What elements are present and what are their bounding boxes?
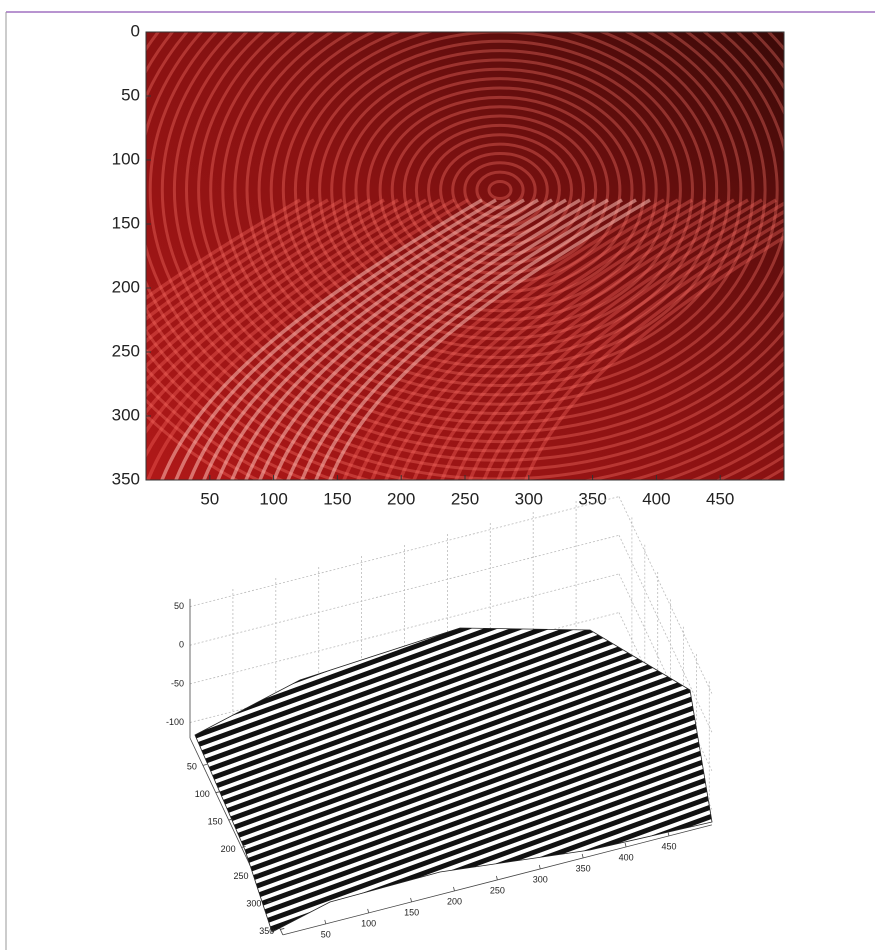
x-tick-label: 100 [361, 918, 376, 928]
y-tick-label: 50 [187, 762, 197, 772]
y-tick-label: 200 [112, 277, 140, 296]
z-tick-label: 50 [174, 601, 184, 611]
x-tick [625, 843, 626, 847]
y-tick-label: 200 [221, 844, 236, 854]
x-tick-label: 200 [387, 489, 415, 508]
y-tick-label: 350 [112, 469, 140, 488]
y-tick [280, 928, 284, 929]
y-tick-label: 150 [112, 213, 140, 232]
y-tick-label: 250 [233, 871, 248, 881]
x-tick-label: 450 [706, 489, 734, 508]
x-tick [453, 887, 454, 891]
y-tick-label: 50 [121, 85, 140, 104]
z-tick-label: -50 [171, 678, 184, 688]
x-tick [496, 876, 497, 880]
x-tick-label: 450 [661, 841, 676, 851]
x-tick-label: 50 [200, 489, 219, 508]
x-tick-label: 150 [323, 489, 351, 508]
x-tick [368, 909, 369, 913]
x-tick-label: 250 [451, 489, 479, 508]
x-tick [325, 920, 326, 924]
x-tick [582, 854, 583, 858]
y-tick-label: 350 [259, 926, 274, 936]
y-tick-label: 150 [208, 816, 223, 826]
z-tick-label: -100 [166, 717, 184, 727]
x-tick-label: 300 [515, 489, 543, 508]
x-tick-label: 350 [576, 863, 591, 873]
z-tick-label: 0 [179, 640, 184, 650]
x-tick [411, 898, 412, 902]
x-tick-label: 400 [619, 852, 634, 862]
x-tick-label: 100 [259, 489, 287, 508]
x-tick [539, 865, 540, 869]
figure: 0 50 100 150 200 250 300 350 50 100 150 200 250 300 35… [0, 0, 875, 950]
x-tick-label: 200 [447, 896, 462, 906]
y-tick-label: 250 [112, 341, 140, 360]
fingerprint-surface [195, 628, 712, 932]
x-tick-label: 150 [404, 907, 419, 917]
y-tick-label: 300 [246, 898, 261, 908]
y-tick-label: 100 [112, 149, 140, 168]
surface-panel: -100 -50 0 50 50 100 150 200 250 300 350 50 100 150 20… [166, 497, 712, 940]
y-tick [203, 764, 207, 765]
x-tick [668, 832, 669, 836]
y-tick [216, 792, 220, 793]
y-tick-label: 300 [112, 405, 140, 424]
x-tick-label: 300 [533, 874, 548, 884]
x-tick-label: 400 [642, 489, 670, 508]
y-tick-label: 100 [195, 789, 210, 799]
x-tick-label: 50 [321, 929, 331, 939]
y-tick-label: 0 [131, 21, 140, 40]
x-tick-label: 250 [490, 885, 505, 895]
